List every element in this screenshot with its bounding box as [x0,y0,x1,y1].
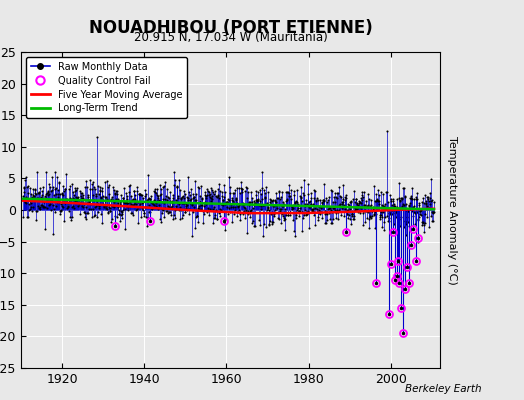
Legend: Raw Monthly Data, Quality Control Fail, Five Year Moving Average, Long-Term Tren: Raw Monthly Data, Quality Control Fail, … [26,57,187,118]
Text: 20.915 N, 17.034 W (Mauritania): 20.915 N, 17.034 W (Mauritania) [134,31,328,44]
Title: NOUADHIBOU (PORT ETIENNE): NOUADHIBOU (PORT ETIENNE) [89,18,373,36]
Y-axis label: Temperature Anomaly (°C): Temperature Anomaly (°C) [447,136,457,284]
Text: Berkeley Earth: Berkeley Earth [406,384,482,394]
